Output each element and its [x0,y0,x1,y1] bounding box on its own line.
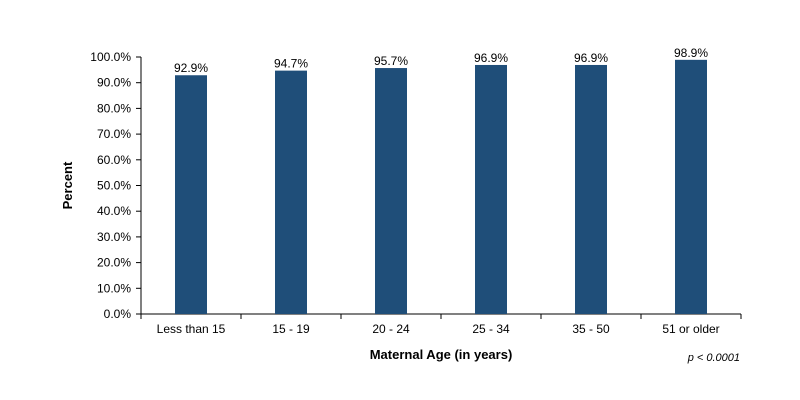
bars [175,59,707,315]
bar [675,59,707,315]
y-tick-label: 30.0% [97,230,131,244]
p-value-note: p < 0.0001 [687,352,740,364]
x-tick-label: 51 or older [662,322,719,336]
x-axis: Less than 15 15 - 19 20 - 24 25 - 34 35 - 50… [140,313,742,336]
y-tick-label: 40.0% [97,204,131,218]
bar [175,75,207,314]
x-tick-label: 20 - 24 [372,322,410,336]
x-axis-title: Maternal Age (in years) [370,347,513,362]
bar-value-label: 98.9% [674,46,708,60]
bar-value-label: 95.7% [374,54,408,68]
y-tick-label: 50.0% [97,179,131,193]
x-tick-label: Less than 15 [157,322,226,336]
bar-value-label: 96.9% [574,51,608,65]
bar [575,64,607,314]
y-axis-title: Percent [60,161,75,209]
y-tick-label: 70.0% [97,127,131,141]
y-tick-label: 100.0% [90,50,131,64]
bar [275,70,307,314]
y-axis: 0.0% 10.0% 20.0% 30.0% 40.0% 50.0% 60.0% 70.0% 8… [90,50,142,321]
y-tick-label: 80.0% [97,101,131,115]
x-tick-label: 15 - 19 [272,322,310,336]
bar [475,64,507,314]
y-tick-label: 20.0% [97,256,131,270]
bar-value-label: 96.9% [474,51,508,65]
bar-value-label: 94.7% [274,57,308,71]
y-tick-label: 60.0% [97,153,131,167]
x-tick-label: 35 - 50 [572,322,610,336]
bar-value-label: 92.9% [174,61,208,75]
data-labels: 92.9% 94.7% 95.7% 96.9% 96.9% 98.9% [174,46,708,75]
y-tick-label: 0.0% [104,307,132,321]
y-tick-label: 10.0% [97,281,131,295]
x-tick-label: 25 - 34 [472,322,510,336]
y-tick-label: 90.0% [97,76,131,90]
bar [375,68,407,315]
